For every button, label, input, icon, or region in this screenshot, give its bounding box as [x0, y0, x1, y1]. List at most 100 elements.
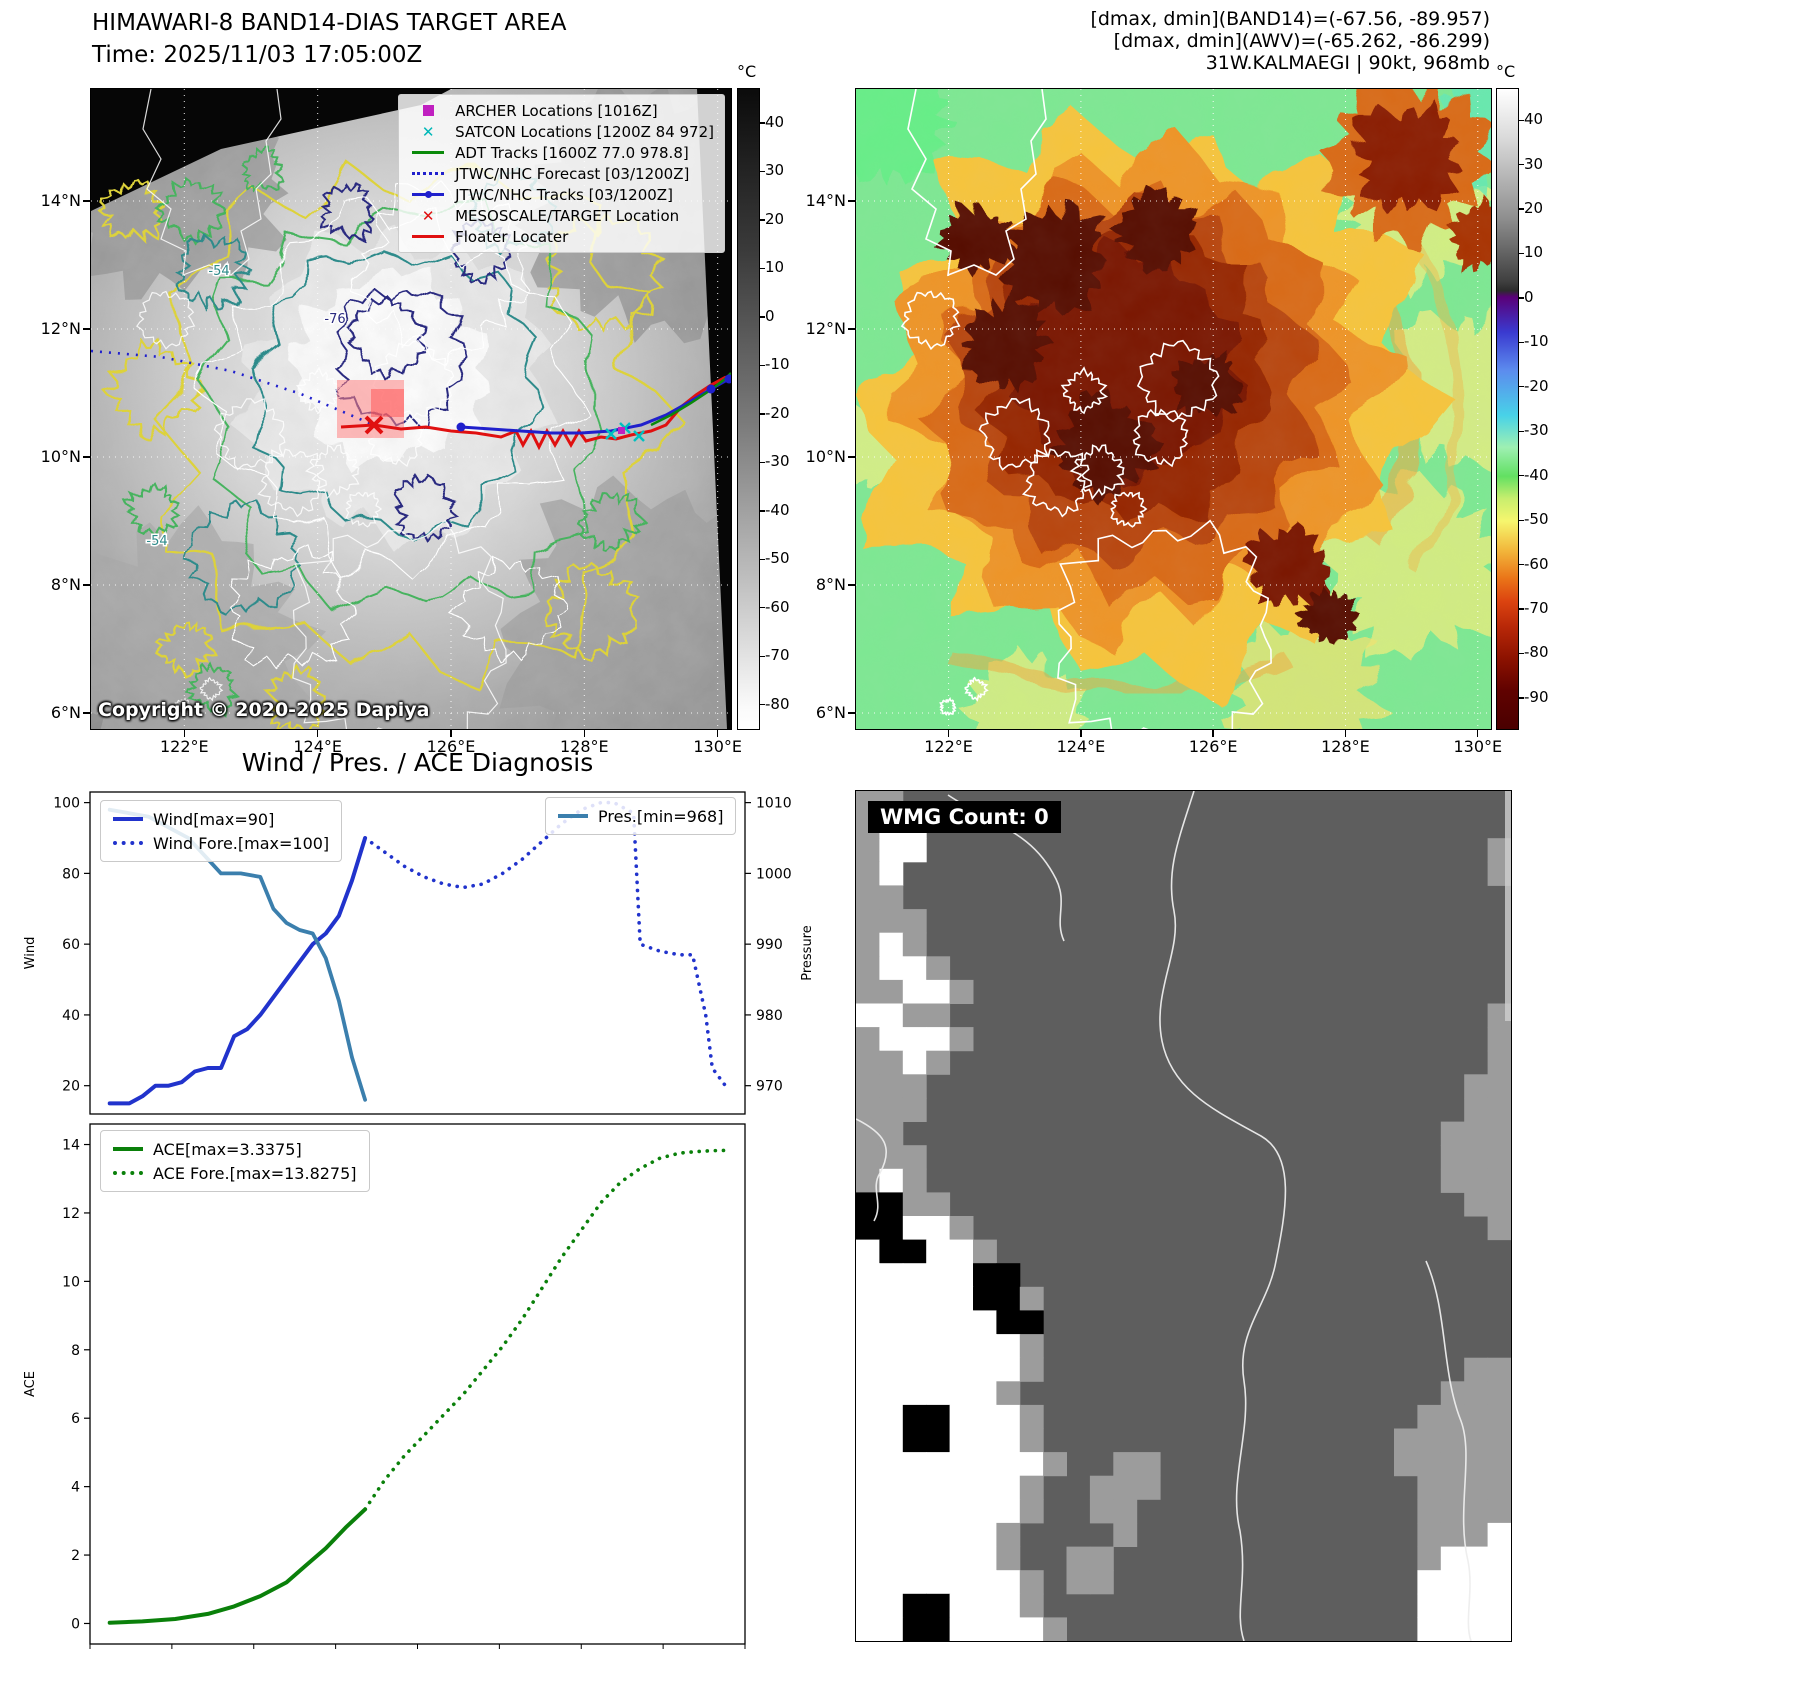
lat-tick-label: 12°N [805, 319, 846, 338]
colorbar-tick [759, 364, 765, 367]
wmg-count-badge: WMG Count: 0 [868, 801, 1061, 833]
plot-frame [89, 1123, 746, 1645]
wmg-map-image [856, 791, 1511, 1641]
lon-tick-label: 126°E [426, 737, 476, 756]
band14-map-legend: ARCHER Locations [1016Z] ✕ SATCON Location… [398, 94, 725, 253]
colorbar-tick-label: -60 [1524, 554, 1549, 573]
wind-forecast-line-icon [113, 841, 143, 845]
contour-label: -76 [324, 312, 345, 327]
tick-mark [316, 729, 319, 737]
tick-mark [848, 712, 856, 714]
wmg-cells [856, 791, 1511, 1641]
colorbar-tick-label: -80 [1524, 643, 1549, 662]
colorbar-tick [1518, 119, 1524, 121]
contour-label: -54 [208, 264, 229, 279]
storm-id-line: 31W.KALMAEGI | 90kt, 968mb [1205, 52, 1490, 74]
colorbar-tick-label: 40 [1524, 110, 1544, 129]
coastlines [900, 89, 1272, 729]
lat-tick-label: 14°N [40, 191, 81, 210]
awv-header-line1: [dmax, dmin](BAND14)=(-67.56, -89.957) [1090, 8, 1490, 30]
axis-text: 8 [71, 1343, 80, 1359]
colorbar-tick-label: 20 [1524, 199, 1544, 217]
colorbar-tick [1518, 475, 1524, 477]
tick-mark [1080, 729, 1082, 737]
line-marker-icon [412, 235, 445, 238]
axis-text: 100 [53, 796, 80, 812]
tick-mark [83, 200, 91, 202]
jtwc-position-dot [456, 422, 466, 432]
tick-mark [947, 729, 950, 737]
colorbar-tick-label: -30 [765, 452, 790, 471]
tick-mark [83, 456, 91, 458]
colorbar-tick [1518, 163, 1524, 166]
tick-mark [848, 584, 856, 586]
legend-label: Floater Locater [455, 227, 569, 246]
colorbar-tick-label: 10 [1524, 243, 1544, 262]
colorbar-tick [759, 316, 765, 318]
wind-legend: Wind[max=90] Wind Fore.[max=100] [100, 800, 343, 862]
lon-tick-label: 126°E [1188, 737, 1238, 756]
legend-row: JTWC/NHC Forecast [03/1200Z] [409, 163, 714, 184]
lat-tick-label: 10°N [805, 447, 846, 466]
line-marker-icon [412, 151, 445, 154]
tick-mark [83, 328, 91, 330]
archer-marker [618, 427, 625, 434]
colorbar-tick-label: -20 [1524, 376, 1549, 395]
axis-text: 6 [71, 1411, 80, 1427]
axis-text: Wind [23, 937, 38, 970]
tick-mark [848, 200, 856, 202]
colorbar-tick-label: -50 [765, 549, 790, 568]
pressure-line-icon [558, 814, 588, 818]
wmg-map-panel: WMG Count: 0 [855, 790, 1512, 1642]
dotted-line-marker-icon [412, 172, 445, 175]
colorbar-tick [759, 655, 765, 657]
axis-text: 80 [62, 866, 80, 882]
pressure-legend-label: Pres.[min=968] [598, 806, 724, 826]
ace-forecast-legend-label: ACE Fore.[max=13.8275] [153, 1163, 357, 1183]
lat-tick-label: 6°N [815, 703, 846, 722]
legend-label: SATCON Locations [1200Z 84 972] [455, 122, 714, 141]
awv-satellite-image [856, 89, 1491, 729]
axis-text: 1000 [756, 866, 792, 882]
copyright-text: Copyright © 2020-2025 Dapiya [98, 699, 430, 721]
colorbar-tick [759, 122, 765, 124]
lon-tick-label: 128°E [1321, 737, 1370, 756]
diagnosis-title: Wind / Pres. / ACE Diagnosis [241, 748, 594, 777]
colorbar-tick-label: -30 [1524, 421, 1549, 440]
colorbar-tick [1518, 341, 1524, 344]
colorbar-tick [1518, 563, 1524, 566]
legend-row: ✕ SATCON Locations [1200Z 84 972] [409, 121, 714, 142]
colorbar-tick [759, 704, 765, 706]
colorbar-tick-label: -50 [1524, 510, 1549, 529]
axis-text: Pressure [800, 925, 815, 981]
colorbar-tick [1518, 652, 1524, 655]
colorbar-tick [1518, 297, 1524, 299]
tick-mark [83, 584, 91, 586]
tick-mark [848, 456, 856, 458]
floater-track [340, 375, 727, 451]
ace-line-icon [113, 1147, 143, 1151]
tick-mark [450, 729, 452, 737]
tick-mark [848, 328, 856, 330]
colorbar-tick-label: 10 [765, 258, 785, 277]
legend-row: Floater Locater [409, 226, 714, 247]
lon-tick-label: 130°E [693, 737, 743, 756]
colorbar-tick-label: -90 [1524, 687, 1549, 706]
series-line [107, 836, 368, 1106]
swath-edge [91, 89, 451, 211]
legend-label: JTWC/NHC Forecast [03/1200Z] [455, 164, 690, 183]
jtwc-position-dot [724, 374, 731, 384]
series-line [363, 1148, 728, 1512]
wind-forecast-legend-label: Wind Fore.[max=100] [153, 833, 330, 853]
colorbar-tick-label: 30 [1524, 154, 1544, 173]
band14-colorbar: 40 30 20 10 0 -10 -20 -30 -40 -50 -60 -70 -80 [737, 88, 790, 730]
colorbar-tick-label: 30 [765, 161, 785, 180]
colorbar-tick-label: -10 [765, 355, 790, 374]
colorbar-tick [759, 461, 765, 464]
colorbar-tick [759, 607, 765, 609]
colorbar-tick-label: 40 [765, 112, 785, 131]
colorbar-tick [1518, 608, 1524, 610]
series-line [363, 800, 728, 1088]
lat-tick-label: 12°N [40, 319, 81, 338]
colorbar-tick [759, 170, 765, 173]
